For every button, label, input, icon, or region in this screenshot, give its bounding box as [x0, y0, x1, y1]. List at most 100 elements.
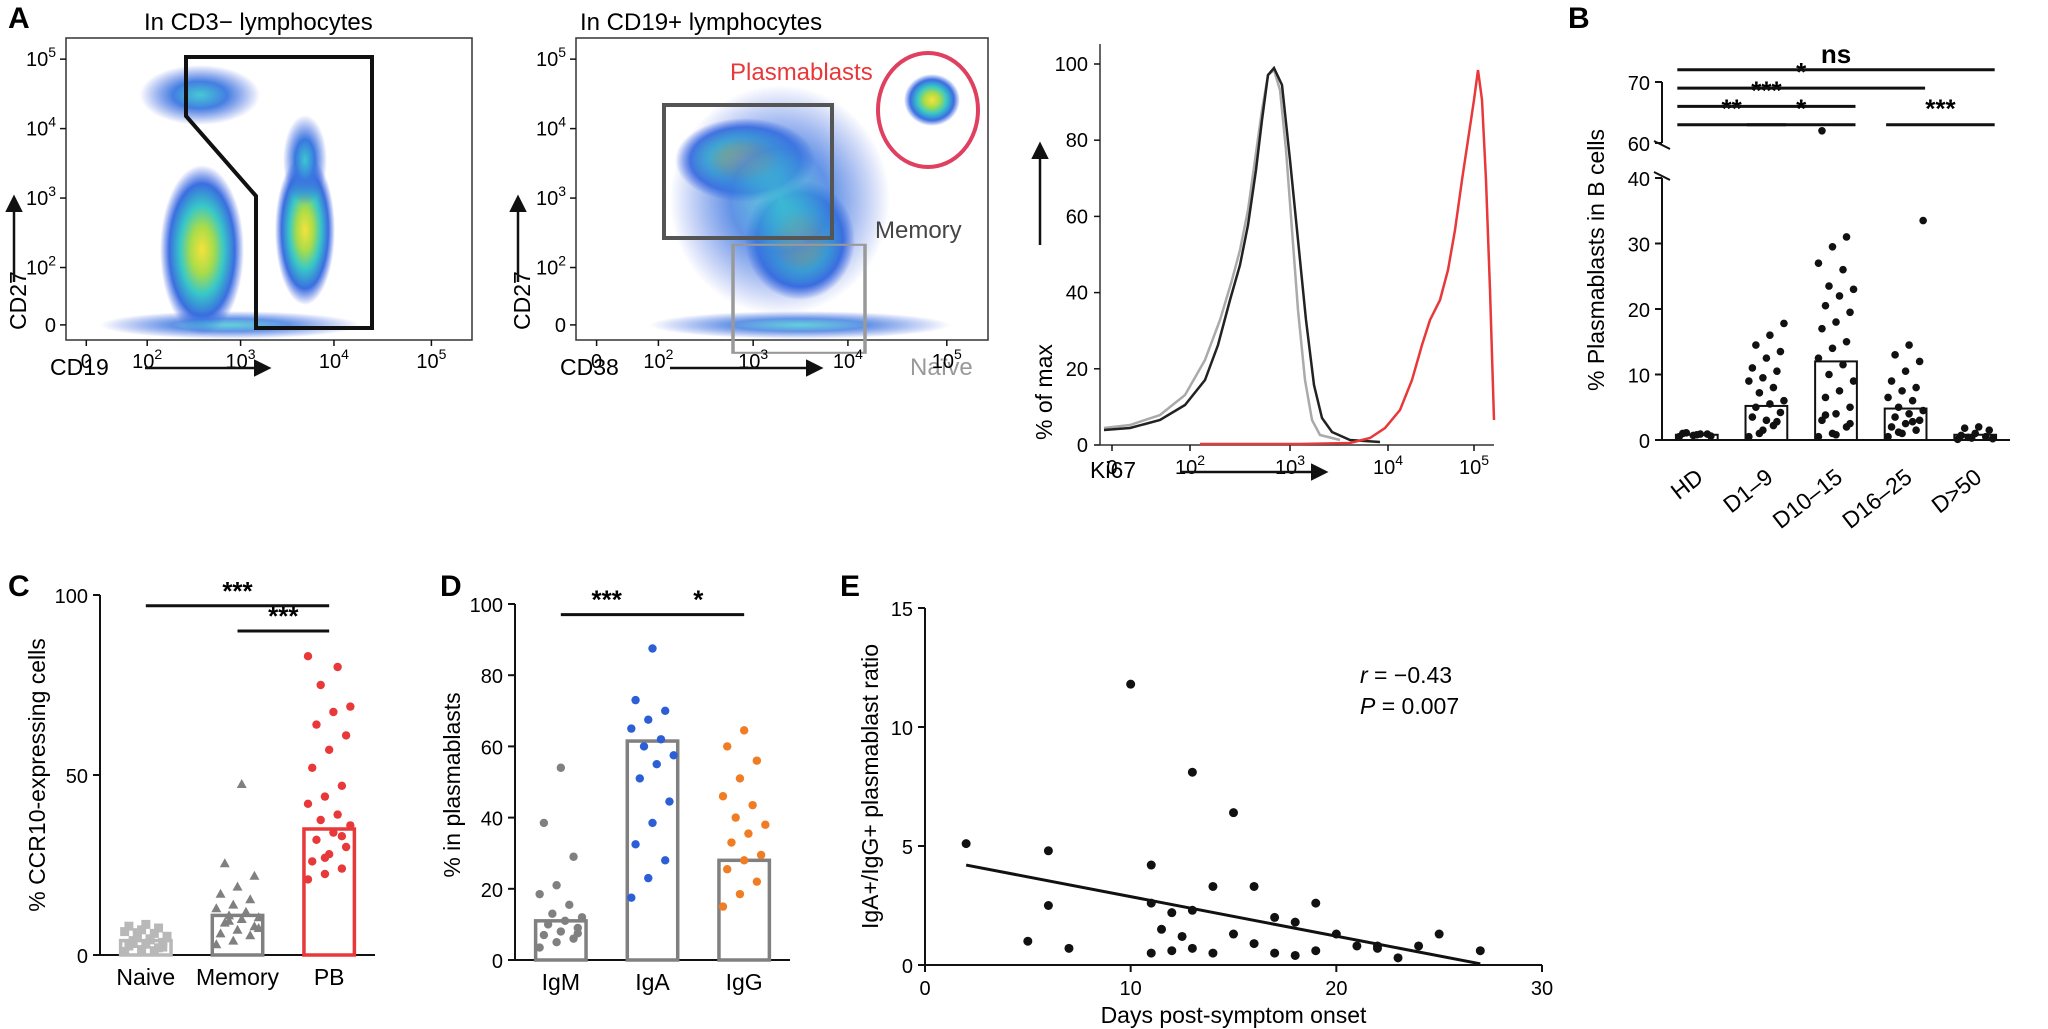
data-point: [154, 923, 164, 933]
flow2-gate-label-plasmablasts: Plasmablasts: [730, 59, 873, 86]
data-point: [1146, 898, 1156, 908]
data-point: [1745, 377, 1753, 385]
x-category-label: PB: [314, 964, 345, 990]
significance-label: *: [1796, 57, 1807, 87]
data-point: [569, 852, 578, 861]
data-point: [1759, 373, 1767, 382]
y-tick-label: 40: [481, 809, 503, 831]
y-axis-label: IgA+/IgG+ plasmablast ratio: [857, 644, 883, 929]
data-point: [228, 899, 239, 909]
x-category-label: D>50: [1926, 463, 1986, 518]
data-point: [1762, 416, 1771, 425]
flow1-xlabel: CD19: [50, 354, 109, 380]
data-point: [1290, 950, 1300, 960]
data-point: [329, 707, 338, 717]
hist-ylabel: % of max: [1031, 344, 1057, 440]
bar: [1744, 404, 1789, 442]
data-point: [1311, 898, 1321, 908]
data-point: [1682, 428, 1691, 437]
flow1-b-cell-gate: [184, 55, 374, 330]
data-point: [245, 894, 256, 904]
y-axis-label: % in plasmablasts: [439, 692, 465, 877]
data-point: [727, 838, 736, 847]
data-point: [1846, 403, 1854, 412]
data-point: [149, 928, 159, 938]
data-point: [337, 864, 347, 873]
flow-y-tick-label: 104: [536, 114, 566, 141]
data-point: [128, 938, 138, 948]
flow-y-tick-label: 105: [536, 44, 566, 71]
data-point: [644, 873, 653, 883]
data-point: [1849, 377, 1858, 385]
significance-label: ***: [268, 601, 299, 631]
data-point: [1766, 331, 1774, 340]
y-tick-label: 50: [66, 766, 88, 788]
panel-label-d: D: [440, 570, 462, 603]
x-tick-label: 30: [1531, 978, 1553, 1000]
data-point: [1849, 285, 1858, 294]
flow-y-tick-label: 102: [536, 253, 566, 280]
flow2-plasmablast-gate: [876, 51, 980, 169]
data-point: [245, 930, 256, 940]
data-point: [548, 909, 557, 918]
y-tick-label: 40: [1628, 169, 1650, 191]
data-point: [1964, 433, 1972, 442]
data-point: [1908, 417, 1917, 426]
bar: [533, 919, 588, 962]
hist-x-tick-label: 102: [1175, 452, 1205, 479]
data-point: [631, 840, 640, 849]
bar: [1883, 407, 1928, 441]
bar: [1814, 360, 1858, 441]
data-point: [1167, 946, 1177, 956]
data-point: [1766, 400, 1774, 408]
significance-label: ***: [591, 585, 622, 615]
data-point: [1773, 367, 1781, 376]
data-point: [539, 930, 549, 940]
flow-x-tick-label: 104: [319, 346, 349, 373]
panel-label-a: A: [8, 2, 30, 35]
data-point: [1755, 429, 1764, 438]
data-point: [137, 945, 147, 955]
data-point: [1755, 389, 1764, 397]
significance-label: **: [1721, 94, 1742, 124]
flow2-frame: [575, 37, 989, 341]
data-point: [1393, 953, 1403, 963]
data-point: [1821, 301, 1830, 310]
flow-y-tick-label: 105: [26, 44, 56, 71]
data-point: [1891, 351, 1899, 359]
axis-break-mark: [1653, 171, 1671, 181]
data-point: [1475, 946, 1485, 956]
data-point: [329, 828, 338, 837]
data-point: [1901, 367, 1910, 376]
y-tick-label: 15: [891, 599, 913, 621]
flow2-ylabel: CD27: [509, 271, 535, 330]
data-point: [1835, 387, 1844, 395]
data-point: [162, 931, 172, 941]
data-point: [1846, 308, 1854, 317]
data-point: [1912, 383, 1920, 392]
flow-x-tick-label: 102: [643, 346, 673, 373]
data-point: [149, 946, 159, 956]
data-point: [240, 906, 251, 916]
data-point: [752, 877, 762, 886]
flow2-naive-gate-box: [731, 243, 867, 354]
data-point: [145, 935, 155, 945]
data-point: [1776, 408, 1785, 417]
x-tick-label: 10: [1120, 978, 1142, 1000]
data-point: [1971, 429, 1979, 438]
data-point: [1887, 377, 1896, 385]
flow-x-tick-label: 105: [932, 346, 962, 373]
data-point: [535, 943, 544, 952]
flow1-title: In CD3− lymphocytes: [144, 9, 373, 36]
x-category-label: Naive: [116, 964, 175, 990]
hist-curve-red: [1200, 69, 1496, 446]
data-point: [565, 900, 574, 910]
data-point: [627, 724, 636, 733]
x-category-label: D1–9: [1718, 463, 1777, 517]
data-point: [1884, 432, 1892, 441]
data-point: [1818, 324, 1826, 333]
flow-x-tick-label: 104: [833, 346, 863, 373]
data-point: [1894, 403, 1903, 412]
data-point: [661, 706, 670, 715]
data-point: [1887, 423, 1896, 431]
